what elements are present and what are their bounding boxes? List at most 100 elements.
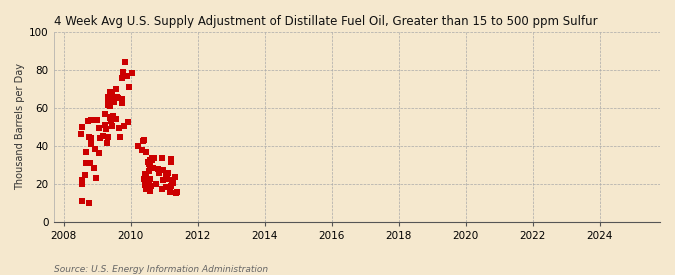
Point	[106, 124, 117, 128]
Text: 4 Week Avg U.S. Supply Adjustment of Distillate Fuel Oil, Greater than 15 to 500: 4 Week Avg U.S. Supply Adjustment of Dis…	[53, 15, 597, 28]
Point	[93, 126, 104, 130]
Point	[144, 188, 155, 193]
Point	[76, 125, 87, 130]
Point	[136, 148, 147, 152]
Point	[165, 190, 176, 194]
Point	[103, 96, 113, 101]
Point	[85, 142, 96, 147]
Point	[112, 96, 123, 101]
Point	[143, 160, 154, 164]
Point	[104, 115, 115, 119]
Point	[140, 149, 151, 154]
Point	[103, 135, 113, 139]
Point	[167, 179, 178, 183]
Point	[117, 101, 128, 105]
Point	[138, 139, 148, 143]
Point	[165, 156, 176, 161]
Point	[168, 177, 179, 182]
Point	[143, 169, 154, 173]
Point	[86, 118, 97, 122]
Text: Source: U.S. Energy Information Administration: Source: U.S. Energy Information Administ…	[54, 265, 268, 274]
Point	[117, 97, 128, 101]
Point	[161, 174, 171, 178]
Point	[80, 161, 91, 166]
Point	[76, 178, 87, 182]
Point	[158, 168, 169, 172]
Point	[109, 100, 119, 104]
Point	[76, 182, 87, 186]
Point	[144, 177, 155, 181]
Point	[169, 175, 180, 180]
Point	[171, 190, 182, 194]
Point	[94, 151, 105, 155]
Point	[163, 171, 173, 175]
Point	[140, 187, 151, 191]
Point	[166, 160, 177, 164]
Point	[95, 135, 105, 140]
Point	[80, 173, 90, 177]
Point	[127, 71, 138, 75]
Point	[138, 138, 149, 142]
Point	[112, 95, 123, 99]
Y-axis label: Thousand Barrels per Day: Thousand Barrels per Day	[15, 63, 25, 190]
Point	[141, 174, 152, 178]
Point	[77, 199, 88, 203]
Point	[107, 90, 117, 95]
Point	[148, 156, 159, 161]
Point	[151, 182, 161, 187]
Point	[114, 135, 125, 140]
Point	[148, 166, 159, 170]
Point	[81, 150, 92, 155]
Point	[105, 116, 116, 120]
Point	[106, 119, 117, 123]
Point	[144, 158, 155, 162]
Point	[109, 97, 119, 101]
Point	[84, 134, 95, 139]
Point	[90, 175, 101, 180]
Point	[146, 158, 157, 163]
Point	[139, 177, 150, 182]
Point	[111, 87, 122, 91]
Point	[84, 161, 95, 166]
Point	[117, 76, 128, 81]
Point	[110, 116, 121, 121]
Point	[84, 200, 95, 205]
Point	[90, 147, 101, 151]
Point	[140, 180, 151, 185]
Point	[153, 171, 164, 176]
Point	[157, 178, 168, 182]
Point	[153, 166, 164, 171]
Point	[119, 60, 130, 65]
Point	[166, 184, 177, 188]
Point	[105, 104, 115, 108]
Point	[85, 136, 96, 141]
Point	[124, 85, 134, 89]
Point	[122, 74, 132, 79]
Point	[123, 120, 134, 124]
Point	[170, 191, 181, 195]
Point	[117, 70, 128, 75]
Point	[140, 172, 151, 176]
Point	[105, 90, 115, 94]
Point	[99, 112, 110, 116]
Point	[119, 124, 130, 128]
Point	[161, 185, 171, 189]
Point	[140, 183, 151, 188]
Point	[162, 177, 173, 181]
Point	[88, 166, 99, 170]
Point	[132, 144, 143, 148]
Point	[167, 181, 178, 185]
Point	[98, 134, 109, 138]
Point	[145, 184, 156, 189]
Point	[76, 132, 86, 137]
Point	[144, 181, 155, 185]
Point	[102, 95, 113, 100]
Point	[91, 117, 102, 122]
Point	[146, 156, 157, 160]
Point	[144, 163, 155, 167]
Point	[101, 127, 111, 131]
Point	[101, 141, 112, 145]
Point	[83, 119, 94, 123]
Point	[113, 125, 124, 130]
Point	[100, 123, 111, 127]
